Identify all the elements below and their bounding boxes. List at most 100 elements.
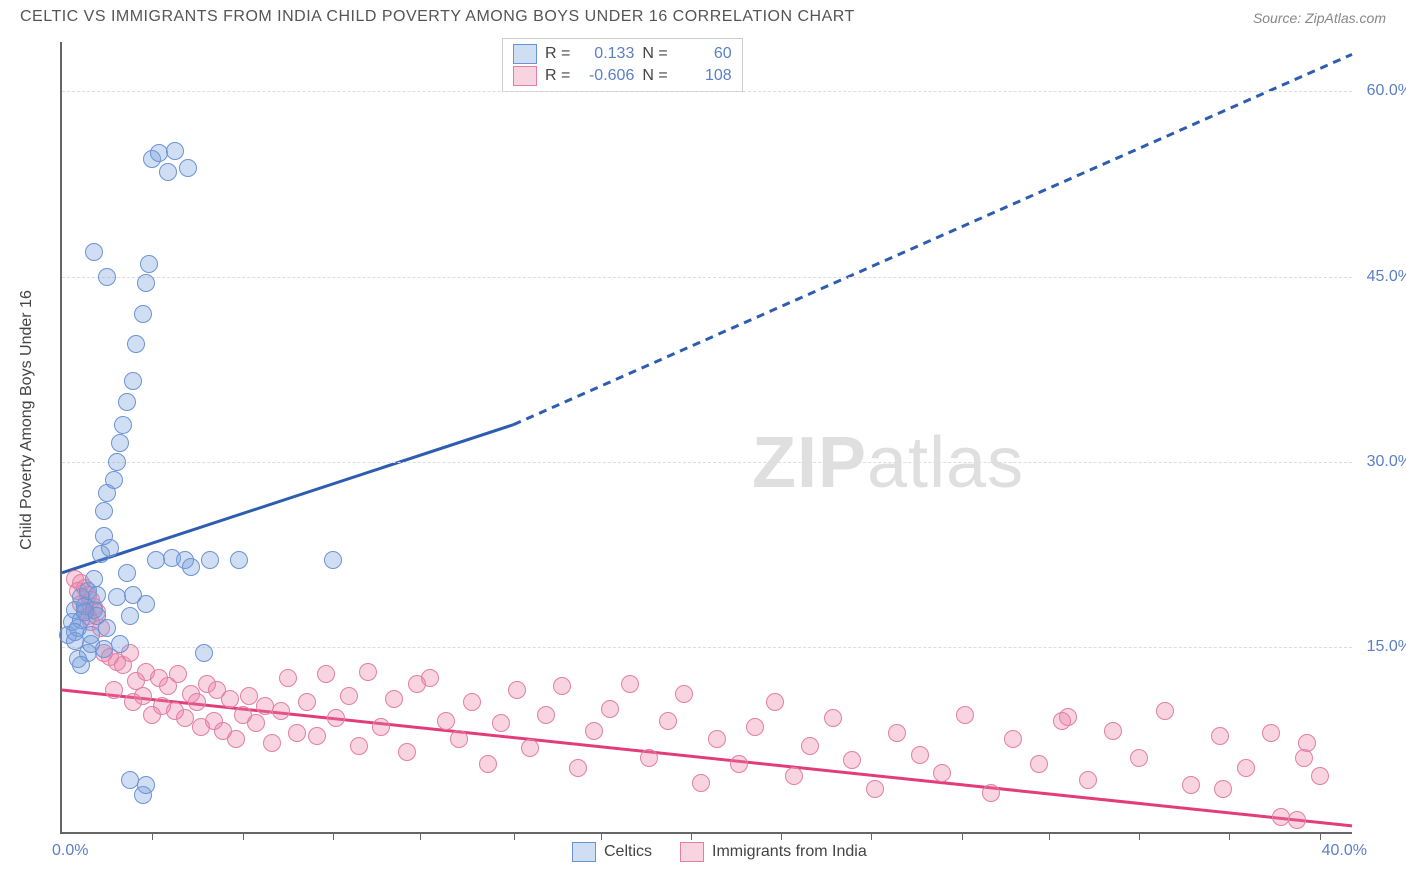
data-point-india xyxy=(247,714,265,732)
chart-title: CELTIC VS IMMIGRANTS FROM INDIA CHILD PO… xyxy=(20,8,855,26)
data-point-india xyxy=(982,784,1000,802)
data-point-india xyxy=(298,693,316,711)
data-point-india xyxy=(888,724,906,742)
data-point-india xyxy=(933,764,951,782)
data-point-celtics xyxy=(118,564,136,582)
data-point-celtics xyxy=(85,570,103,588)
data-point-celtics xyxy=(166,142,184,160)
data-point-india xyxy=(350,737,368,755)
data-point-celtics xyxy=(111,635,129,653)
data-point-india xyxy=(134,687,152,705)
data-point-india xyxy=(188,693,206,711)
grid-line xyxy=(62,277,1352,278)
data-point-india xyxy=(1104,722,1122,740)
r-label: R = xyxy=(545,65,570,87)
data-point-india xyxy=(272,702,290,720)
data-point-india xyxy=(308,727,326,745)
r-value-celtics: 0.133 xyxy=(578,43,634,65)
data-point-india xyxy=(1262,724,1280,742)
swatch-celtics xyxy=(572,842,596,862)
data-point-india xyxy=(340,687,358,705)
data-point-india xyxy=(421,669,439,687)
x-tick xyxy=(1320,832,1321,840)
swatch-india xyxy=(513,66,537,86)
data-point-india xyxy=(553,677,571,695)
data-point-celtics xyxy=(159,163,177,181)
x-tick xyxy=(1139,832,1140,840)
data-point-india xyxy=(659,712,677,730)
data-point-india xyxy=(398,743,416,761)
x-tick xyxy=(420,832,421,840)
data-point-celtics xyxy=(182,558,200,576)
x-tick xyxy=(1229,832,1230,840)
series-legend: Celtics Immigrants from India xyxy=(572,842,867,862)
data-point-india xyxy=(785,767,803,785)
y-axis-label: Child Poverty Among Boys Under 16 xyxy=(18,290,36,550)
data-point-celtics xyxy=(201,551,219,569)
data-point-celtics xyxy=(195,644,213,662)
x-tick xyxy=(691,832,692,840)
n-label: N = xyxy=(642,65,667,87)
data-point-india xyxy=(956,706,974,724)
data-point-celtics xyxy=(137,595,155,613)
data-point-india xyxy=(766,693,784,711)
x-tick xyxy=(152,832,153,840)
stats-row-celtics: R = 0.133 N = 60 xyxy=(513,43,732,65)
data-point-india xyxy=(675,685,693,703)
data-point-india xyxy=(1079,771,1097,789)
data-point-india xyxy=(288,724,306,742)
data-point-india xyxy=(240,687,258,705)
legend-item-celtics: Celtics xyxy=(572,842,652,862)
data-point-india xyxy=(911,746,929,764)
y-tick-label: 60.0% xyxy=(1367,82,1406,100)
n-label: N = xyxy=(642,43,667,65)
n-value-india: 108 xyxy=(676,65,732,87)
data-point-india xyxy=(866,780,884,798)
x-origin-label: 0.0% xyxy=(52,842,88,860)
data-point-celtics xyxy=(114,416,132,434)
data-point-india xyxy=(1059,708,1077,726)
data-point-india xyxy=(372,718,390,736)
data-point-india xyxy=(263,734,281,752)
x-tick xyxy=(333,832,334,840)
data-point-india xyxy=(437,712,455,730)
data-point-celtics xyxy=(127,335,145,353)
data-point-india xyxy=(1237,759,1255,777)
data-point-india xyxy=(601,700,619,718)
data-point-india xyxy=(1156,702,1174,720)
data-point-celtics xyxy=(137,274,155,292)
x-tick xyxy=(243,832,244,840)
x-tick xyxy=(871,832,872,840)
data-point-celtics xyxy=(137,776,155,794)
data-point-celtics xyxy=(140,255,158,273)
data-point-india xyxy=(492,714,510,732)
data-point-india xyxy=(508,681,526,699)
x-tick xyxy=(962,832,963,840)
data-point-india xyxy=(730,755,748,773)
r-value-india: -0.606 xyxy=(578,65,634,87)
x-tick xyxy=(1049,832,1050,840)
swatch-celtics xyxy=(513,44,537,64)
swatch-india xyxy=(680,842,704,862)
data-point-celtics xyxy=(111,434,129,452)
grid-line xyxy=(62,462,1352,463)
data-point-celtics xyxy=(95,502,113,520)
data-point-celtics xyxy=(88,586,106,604)
data-point-india xyxy=(1214,780,1232,798)
data-point-india xyxy=(692,774,710,792)
n-value-celtics: 60 xyxy=(676,43,732,65)
data-point-india xyxy=(569,759,587,777)
stats-row-india: R = -0.606 N = 108 xyxy=(513,65,732,87)
x-tick xyxy=(781,832,782,840)
data-point-celtics xyxy=(230,551,248,569)
data-point-india xyxy=(521,739,539,757)
data-point-india xyxy=(479,755,497,773)
data-point-india xyxy=(585,722,603,740)
data-point-celtics xyxy=(121,607,139,625)
x-tick xyxy=(601,832,602,840)
data-point-celtics xyxy=(101,539,119,557)
data-point-celtics xyxy=(98,619,116,637)
data-point-india xyxy=(1295,749,1313,767)
grid-line xyxy=(62,647,1352,648)
data-point-india xyxy=(279,669,297,687)
